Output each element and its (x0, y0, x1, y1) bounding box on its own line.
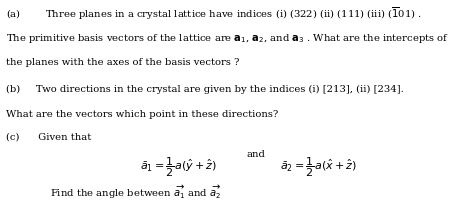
Text: the planes with the axes of the basis vectors ?: the planes with the axes of the basis ve… (6, 58, 239, 67)
Text: (a)        Three planes in a crystal lattice have indices (i) (322) (ii) (111) (: (a) Three planes in a crystal lattice ha… (6, 5, 421, 21)
Text: What are the vectors which point in these directions?: What are the vectors which point in thes… (6, 109, 278, 118)
Text: $\bar{a}_2 = \dfrac{1}{2}a(\hat{x} + \hat{z})$: $\bar{a}_2 = \dfrac{1}{2}a(\hat{x} + \ha… (280, 155, 356, 178)
Text: (b)     Two directions in the crystal are given by the indices (i) [213], (ii) [: (b) Two directions in the crystal are gi… (6, 84, 403, 93)
Text: (c)      Given that: (c) Given that (6, 132, 91, 141)
Text: and: and (246, 149, 265, 158)
Text: Find the angle between $\overrightarrow{a_1}$ and $\overrightarrow{a_2}$: Find the angle between $\overrightarrow{… (50, 183, 221, 200)
Text: The primitive basis vectors of the lattice are $\mathbf{a}_1$, $\mathbf{a}_2$, a: The primitive basis vectors of the latti… (6, 32, 449, 45)
Text: $\bar{a}_1 = \dfrac{1}{2}a(\hat{y} + \hat{z})$: $\bar{a}_1 = \dfrac{1}{2}a(\hat{y} + \ha… (140, 155, 217, 178)
